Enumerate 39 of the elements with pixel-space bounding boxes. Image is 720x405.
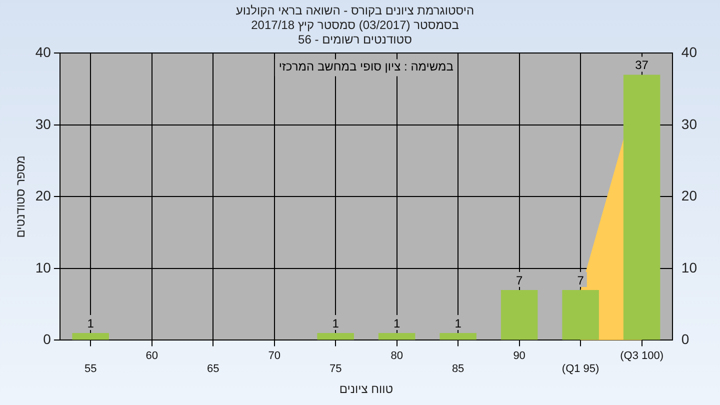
data-label: 7: [516, 273, 523, 288]
y2-tick-label: 30: [681, 116, 698, 132]
bar: [72, 333, 109, 340]
x-tick-label: 85: [452, 363, 464, 376]
x-tick-label: (Q1 95): [562, 363, 600, 376]
bar: [317, 333, 354, 340]
y2-tick-label: 10: [681, 259, 698, 276]
text: היסטוגרמת ציונים בקורס - השואה בראי הקולנוע: [236, 4, 474, 18]
bar: [500, 290, 538, 340]
x-tick-label: 80: [390, 350, 403, 362]
x-tick-label: 90: [513, 350, 526, 362]
y-tick-label: 40: [35, 44, 52, 60]
y-tick-label: 30: [35, 116, 52, 132]
x-tick-label: (Q3 100): [620, 350, 664, 362]
annotation: במשימה : ציון סופי במחשב המרכזי: [278, 60, 454, 74]
data-label: 1: [454, 316, 462, 330]
y2-tick-label: 20: [681, 188, 698, 204]
y-axis-title: מספר סטודנטים: [14, 156, 28, 238]
text: סטודנטים רשומים - 56: [298, 32, 412, 46]
x-tick-label: 60: [146, 350, 158, 362]
y-tick-label: 10: [35, 259, 52, 276]
x-tick-label: 70: [268, 350, 280, 362]
data-label: 1: [332, 316, 340, 330]
y2-tick-label: 0: [681, 331, 690, 348]
data-label: 1: [87, 316, 94, 330]
y-tick-label: 0: [43, 331, 52, 348]
x-tick-label: 65: [206, 363, 220, 376]
y2-tick-label: 40: [681, 44, 698, 60]
bar: [562, 290, 599, 340]
data-label: 1: [393, 316, 400, 330]
text: בסמסטר (03/2017) סמסטר קיץ 2017/18: [251, 18, 459, 32]
x-tick-label: 55: [84, 363, 97, 376]
data-label: 37: [635, 58, 649, 72]
x-tick-label: 75: [329, 363, 342, 376]
x-axis-title: טווח ציונים: [339, 382, 394, 396]
bar: [440, 333, 476, 340]
y-tick-label: 20: [35, 188, 52, 204]
data-label: 7: [577, 273, 584, 288]
bar: [378, 333, 416, 340]
